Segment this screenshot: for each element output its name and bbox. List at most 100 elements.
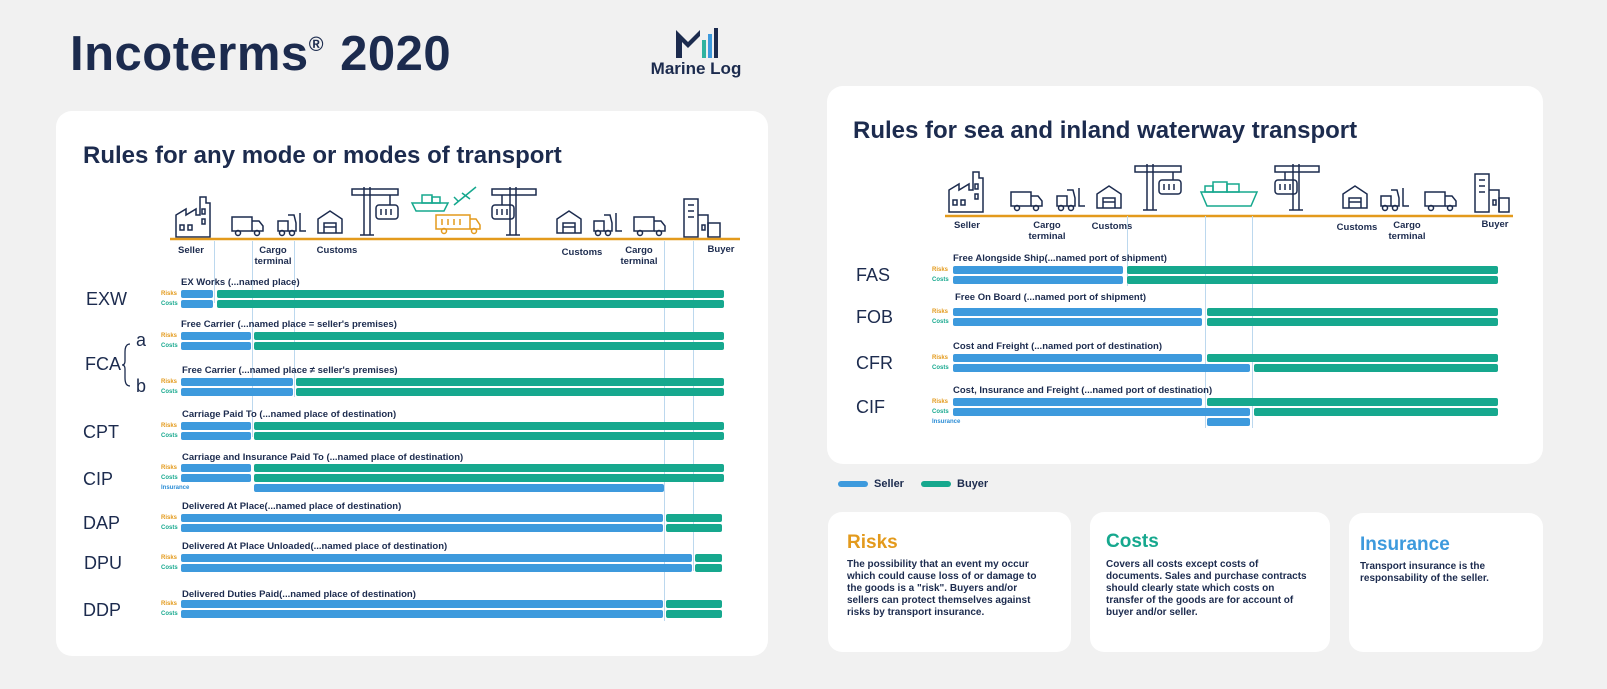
dpu-risks-buyer-bar <box>695 554 722 562</box>
transport-chain-illustration <box>170 186 740 241</box>
cif-risks-seller-bar <box>953 398 1202 406</box>
label-cargo-terminal: Cargo terminal <box>1028 220 1066 242</box>
code-cif: CIF <box>856 397 885 417</box>
dap-costs-seller-bar <box>181 524 663 532</box>
code-fob: FOB <box>856 307 894 327</box>
legend: Seller Buyer <box>838 478 988 490</box>
tag-risks: Risks <box>161 379 178 385</box>
cif-insurance-seller-bar <box>1207 418 1250 426</box>
guide-line <box>1127 216 1128 286</box>
any-mode-panel-title: Rules for any mode or modes of transport <box>83 142 562 169</box>
tag-costs: Costs <box>932 365 949 371</box>
guide-line <box>214 241 215 303</box>
tag-costs: Costs <box>161 343 178 349</box>
warehouse-icon <box>317 210 343 234</box>
cip-risks-buyer-bar <box>254 464 724 472</box>
tag-risks: Risks <box>161 555 178 561</box>
cif-risks-buyer-bar <box>1207 398 1498 406</box>
rule-cfr: Cost and Freight (...named port of desti… <box>953 341 1162 352</box>
cfr-costs-buyer-bar <box>1254 364 1498 372</box>
rule-exw: EX Works (...named place) <box>181 277 300 288</box>
tag-risks: Risks <box>161 423 178 429</box>
logo-mark-icon <box>676 28 718 58</box>
fca-b-risks-seller-bar <box>181 378 293 386</box>
rule-fob: Free On Board (...named port of shipment… <box>955 292 1147 303</box>
tag-risks: Risks <box>161 465 178 471</box>
warehouse-icon <box>1342 185 1368 209</box>
rule-fas: Free Alongside Ship(...named port of shi… <box>953 253 1167 264</box>
warehouse-icon <box>556 210 582 234</box>
legend-buyer-swatch <box>921 481 952 488</box>
label-seller: Seller <box>954 220 980 231</box>
cfr-costs-seller-bar <box>953 364 1250 372</box>
label-seller: Seller <box>178 245 204 256</box>
code-ddp: DDP <box>83 600 122 620</box>
fas-risks-seller-bar <box>953 266 1123 274</box>
exw-risks-buyer-bar <box>217 290 724 298</box>
label-customs: Customs <box>1091 221 1133 232</box>
crane-icon <box>1134 164 1182 211</box>
label-cargo-terminal: Cargo terminal <box>1388 220 1426 242</box>
rule-fca-b: Free Carrier (...named place ≠ seller's … <box>182 365 398 376</box>
guide-line <box>1205 216 1206 428</box>
insurance-card: Insurance Transport insurance is the res… <box>1349 513 1543 652</box>
tag-risks: Risks <box>932 309 949 315</box>
tag-risks: Risks <box>161 515 178 521</box>
cip-costs-buyer-bar <box>254 474 724 482</box>
truck-icon <box>231 216 264 237</box>
code-exw: EXW <box>86 289 128 309</box>
fca-b-risks-buyer-bar <box>296 378 724 386</box>
page-title: Incoterms® 2020 <box>70 27 452 81</box>
code-cfr: CFR <box>856 353 893 373</box>
tag-costs: Costs <box>161 301 178 307</box>
rule-dap: Delivered At Place(...named place of des… <box>182 501 402 512</box>
rule-cpt: Carriage Paid To (...named place of dest… <box>182 409 397 420</box>
label-cargo-terminal: Cargo terminal <box>254 245 292 267</box>
train-icon <box>435 214 481 235</box>
rule-ddp: Delivered Duties Paid(...named place of … <box>182 589 416 600</box>
tag-insurance: Insurance <box>161 485 190 491</box>
exw-risks-seller-bar <box>181 290 213 298</box>
truck-icon <box>633 216 666 237</box>
code-fas: FAS <box>856 265 891 285</box>
tag-risks: Risks <box>161 333 178 339</box>
rule-cif: Cost, Insurance and Freight (...named po… <box>953 385 1213 396</box>
forklift-icon <box>277 213 306 237</box>
fca-a-risks-seller-bar <box>181 332 251 340</box>
tag-costs: Costs <box>161 475 178 481</box>
tag-costs: Costs <box>932 409 949 415</box>
tag-costs: Costs <box>161 611 178 617</box>
cfr-risks-seller-bar <box>953 354 1202 362</box>
truck-icon <box>1424 191 1457 212</box>
cif-costs-seller-bar <box>953 408 1250 416</box>
tag-costs: Costs <box>932 319 949 325</box>
tag-costs: Costs <box>161 525 178 531</box>
fca-a-risks-buyer-bar <box>254 332 724 340</box>
cpt-risks-buyer-bar <box>254 422 724 430</box>
buildings-icon <box>683 198 721 238</box>
exw-costs-seller-bar <box>181 300 213 308</box>
fca-b-costs-buyer-bar <box>296 388 724 396</box>
label-buyer: Buyer <box>707 244 735 255</box>
cip-costs-seller-bar <box>181 474 251 482</box>
code-fca: FCA <box>85 354 121 374</box>
code-fca-a: a <box>136 330 147 350</box>
factory-icon <box>175 196 211 238</box>
risks-card-title: Risks <box>847 532 898 553</box>
sea-chain-illustration <box>945 164 1513 218</box>
tag-risks: Risks <box>932 267 949 273</box>
tag-risks: Risks <box>161 601 178 607</box>
tag-costs: Costs <box>161 565 178 571</box>
cpt-costs-seller-bar <box>181 432 251 440</box>
label-buyer: Buyer <box>1481 219 1509 230</box>
cpt-risks-seller-bar <box>181 422 251 430</box>
code-cip: CIP <box>83 469 114 489</box>
code-fca-b: b <box>136 376 147 396</box>
forklift-icon <box>1380 188 1409 212</box>
cpt-costs-buyer-bar <box>254 432 724 440</box>
risks-card-body: The possibility that an event my occur w… <box>847 559 1037 618</box>
exw-costs-buyer-bar <box>217 300 724 308</box>
tag-risks: Risks <box>932 355 949 361</box>
sea-transport-panel-title: Rules for sea and inland waterway transp… <box>853 117 1358 144</box>
dap-risks-buyer-bar <box>666 514 722 522</box>
